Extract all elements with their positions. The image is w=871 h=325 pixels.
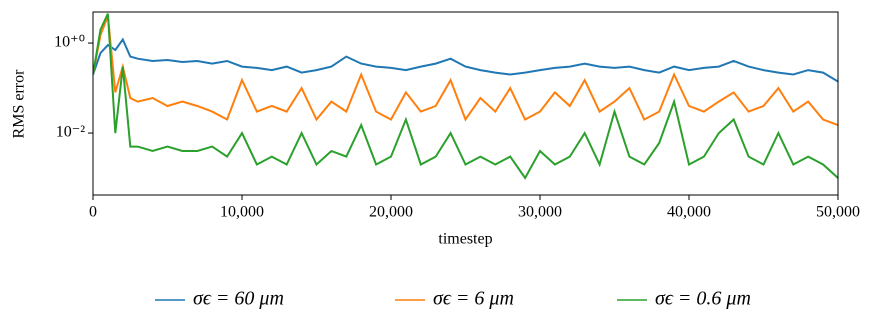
- x-tick-label: 50,000: [816, 204, 860, 221]
- plot-frame: [92, 11, 839, 196]
- y-axis-label: RMS error: [11, 69, 28, 139]
- legend-label: σϵ = 60 μm: [193, 288, 284, 310]
- x-tick-label: 10,000: [220, 204, 264, 221]
- x-tick-label: 40,000: [667, 204, 711, 221]
- series-line: [93, 13, 838, 180]
- series-line: [93, 37, 838, 83]
- y-tick-label: 10⁻²: [56, 124, 85, 141]
- series-line: [93, 15, 838, 127]
- y-tick-label: 10⁺⁰: [54, 34, 85, 51]
- x-tick-label: 20,000: [369, 204, 413, 221]
- legend-label: σϵ = 6 μm: [433, 288, 514, 310]
- x-tick-label: 30,000: [518, 204, 562, 221]
- legend-label: σϵ = 0.6 μm: [655, 288, 751, 310]
- x-tick-label: 0: [89, 204, 97, 221]
- x-axis-label: timestep: [438, 231, 492, 248]
